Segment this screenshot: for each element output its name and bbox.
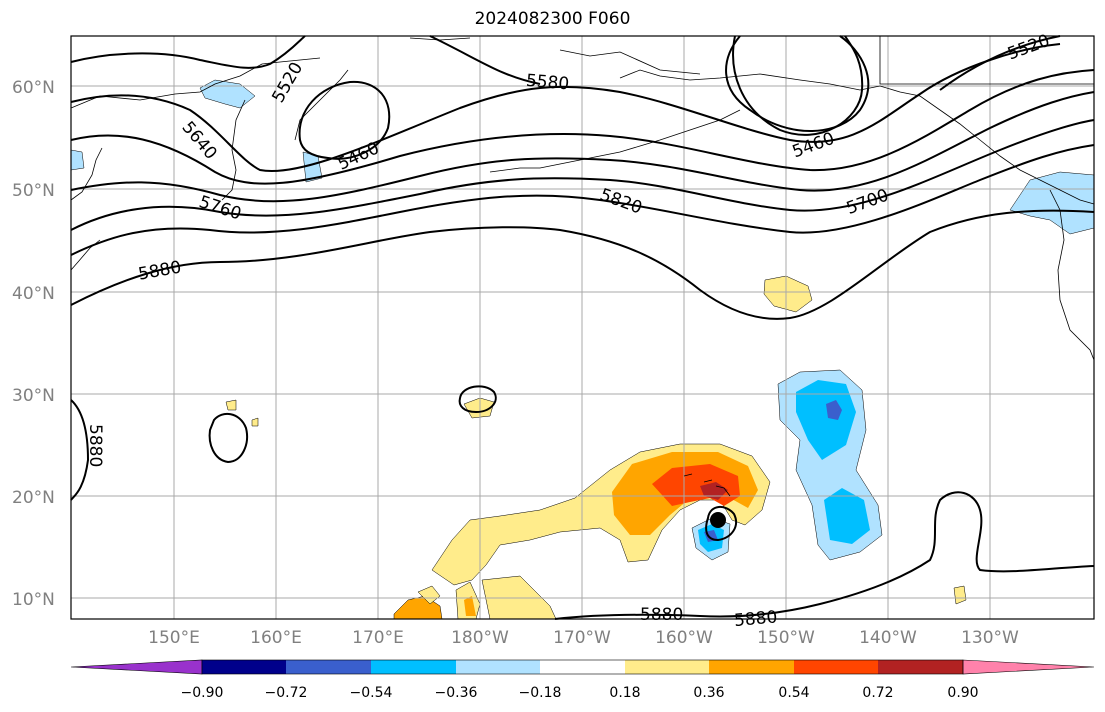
coast-okhotsk (294, 69, 349, 141)
coastlines (70, 36, 1095, 497)
lon-label: 160°E (250, 628, 302, 648)
colorbar-tick: −0.72 (265, 685, 308, 701)
lat-label: 60°N (12, 78, 55, 98)
map-panel: 5520 5640 5460 5580 5460 5520 5760 5820 … (70, 31, 1095, 631)
colorbar-extend-low (70, 659, 203, 675)
colorbar-tick: 0.90 (947, 685, 978, 701)
shade-lightblue-westedge (70, 149, 85, 171)
contour-5700 (70, 91, 1095, 203)
colorbar-tick: −0.18 (519, 685, 562, 701)
coast-alaska (619, 69, 1095, 205)
colorbar-segment (540, 660, 625, 674)
contour-5820 (70, 144, 1095, 256)
colorbar-segments (70, 659, 1095, 675)
contour-5460-kam (298, 80, 391, 160)
colorbar-border (201, 659, 964, 675)
contour-label: 5880 (640, 605, 683, 625)
shade-yellow-30n (463, 397, 495, 419)
shade-yellow-small1 (225, 399, 237, 411)
contour-label: 5580 (525, 71, 570, 95)
shade-yellow-small2 (251, 417, 259, 427)
shade-yellow-40n (763, 275, 813, 313)
longitude-labels: 150°E 160°E 170°E 180°W 170°W 160°W 150°… (148, 628, 1019, 648)
shade-yellow-small3 (953, 585, 967, 605)
colorbar-tick: −0.90 (181, 685, 224, 701)
coast-bc (1049, 189, 1095, 361)
shade-yellow-sw2 (417, 585, 441, 605)
lat-label: 30°N (12, 386, 55, 406)
shade-lightblue-kamchatka (199, 79, 256, 109)
height-contours (70, 35, 1095, 620)
lon-label: 180°W (451, 628, 509, 648)
coast-kamchatka (221, 99, 246, 201)
contour-closed-1 (208, 412, 248, 464)
latitude-labels: 60°N 50°N 40°N 30°N 20°N 10°N (12, 78, 55, 610)
contour-5580 (70, 43, 1061, 173)
colorbar: −0.90 −0.72 −0.54 −0.36 −0.18 0.18 0.36 … (70, 659, 1095, 701)
colorbar-tick: 0.18 (609, 685, 640, 701)
contour-5880-west (70, 399, 90, 501)
coast-siberia (70, 57, 321, 109)
colorbar-tick: −0.54 (350, 685, 393, 701)
colorbar-segment (709, 660, 794, 674)
lon-label: 160°W (655, 628, 713, 648)
colorbar-ticks: −0.90 −0.72 −0.54 −0.36 −0.18 0.18 0.36 … (181, 685, 979, 701)
lat-label: 10°N (12, 590, 55, 610)
colorbar-segment (202, 660, 286, 674)
storm-center-marker (710, 512, 726, 528)
lat-label: 50°N (12, 181, 55, 201)
contour-closed-2 (458, 385, 497, 414)
colorbar-tick: 0.36 (693, 685, 724, 701)
colorbar-tick: 0.54 (778, 685, 809, 701)
coast-hawaii (683, 473, 731, 497)
shade-orange-sw3 (464, 596, 476, 616)
lon-label: 150°W (757, 628, 815, 648)
colorbar-segment (794, 660, 878, 674)
colorbar-tick: 0.72 (862, 685, 893, 701)
shade-darkblue-east (826, 400, 842, 420)
colorbar-tick: −0.36 (435, 685, 478, 701)
lon-label: 130°W (961, 628, 1019, 648)
lon-label: 170°E (352, 628, 404, 648)
contour-5640 (70, 69, 1095, 185)
contour-5460-east (732, 35, 864, 136)
contour-5880-tail (554, 491, 1095, 620)
contour-label: 5880 (85, 424, 105, 467)
map-title: 2024082300 F060 (474, 9, 631, 29)
lat-label: 40°N (12, 284, 55, 304)
colorbar-segment (286, 660, 371, 674)
colorbar-extend-high (962, 659, 1095, 675)
lon-label: 140°W (859, 628, 917, 648)
shade-blue-east-south (824, 488, 870, 544)
contour-5760 (70, 119, 1095, 231)
lon-label: 170°W (553, 628, 611, 648)
colorbar-segment (625, 660, 709, 674)
colorbar-segment (456, 660, 540, 674)
colorbar-segment (878, 660, 963, 674)
graticule (71, 36, 1094, 619)
shade-blue-east-north (796, 380, 856, 460)
lat-label: 20°N (12, 488, 55, 508)
coast-aleutians (489, 109, 741, 173)
shaded-fields (70, 79, 1095, 620)
contour-closed-hi (705, 506, 737, 542)
lon-label: 150°E (148, 628, 200, 648)
colorbar-segment (371, 660, 456, 674)
contour-5520 (70, 35, 1061, 132)
contour-5880-north (70, 209, 1095, 320)
